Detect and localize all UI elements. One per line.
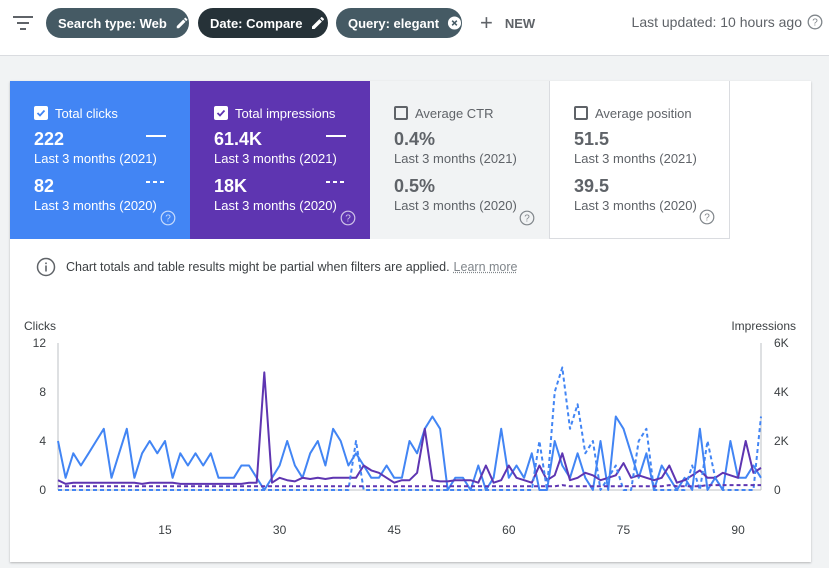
solid-line-legend-icon xyxy=(146,135,166,137)
filter-list-icon[interactable] xyxy=(13,15,33,31)
metric-period-current: Last 3 months (2021) xyxy=(394,151,517,166)
help-icon[interactable]: ? xyxy=(519,210,535,226)
metric-period-previous: Last 3 months (2020) xyxy=(214,198,337,213)
metric-period-current: Last 3 months (2021) xyxy=(574,151,697,166)
metric-label: Total impressions xyxy=(235,105,336,121)
help-icon[interactable]: ? xyxy=(807,14,823,30)
svg-text:?: ? xyxy=(812,18,818,29)
metric-value-current: 0.4% xyxy=(394,129,436,149)
info-icon xyxy=(36,257,56,277)
y-right-tick-label: 4K xyxy=(774,385,789,399)
pencil-icon[interactable] xyxy=(310,15,326,31)
performance-chart: Clicks Impressions 0 4 8 12 0 2K 4K 6K 15 30 45 60 7… xyxy=(24,319,796,537)
metric-period-current: Last 3 months (2021) xyxy=(214,151,337,166)
metric-value-current: 61.4K xyxy=(214,129,263,149)
partial-data-notice: Chart totals and table results might be … xyxy=(36,257,517,277)
metric-total-clicks[interactable]: Total clicks 222 Last 3 months (2021) 82… xyxy=(10,81,190,239)
x-tick-label: 45 xyxy=(388,523,402,537)
x-tick-label: 75 xyxy=(617,523,631,537)
new-filter-button[interactable]: + NEW xyxy=(480,12,535,34)
series-line-3 xyxy=(58,484,761,488)
metric-label: Average position xyxy=(595,105,692,121)
y-left-tick-label: 4 xyxy=(39,434,46,448)
date-chip-label: Date: Compare xyxy=(210,15,303,31)
query-chip-label: Query: elegant xyxy=(348,15,440,31)
series-line-2 xyxy=(58,366,762,491)
metric-value-current: 51.5 xyxy=(574,129,610,149)
metric-value-previous: 0.5% xyxy=(394,176,436,196)
metric-period-current: Last 3 months (2021) xyxy=(34,151,157,166)
x-tick-label: 15 xyxy=(158,523,172,537)
notice-text: Chart totals and table results might be … xyxy=(66,260,450,274)
y-right-tick-label: 6K xyxy=(774,336,789,350)
close-circle-icon[interactable] xyxy=(447,15,462,31)
svg-text:?: ? xyxy=(345,214,351,225)
help-icon[interactable]: ? xyxy=(340,210,356,226)
pencil-icon[interactable] xyxy=(175,15,189,31)
metric-value-current: 222 xyxy=(34,129,65,149)
y-right-tick-label: 2K xyxy=(774,434,789,448)
dashed-line-legend-icon xyxy=(146,181,166,183)
x-tick-label: 60 xyxy=(502,523,516,537)
filter-bar: Search type: Web Date: Compare Query: el… xyxy=(0,0,829,56)
metric-total-impressions[interactable]: Total impressions 61.4K Last 3 months (2… xyxy=(190,81,370,239)
last-updated: Last updated: 10 hours ago ? xyxy=(632,14,823,30)
y-axis-left-label: Clicks xyxy=(24,319,56,333)
metric-label: Average CTR xyxy=(415,105,494,121)
series-line-0 xyxy=(57,415,762,491)
last-updated-text: Last updated: 10 hours ago xyxy=(631,14,802,30)
y-right-tick-label: 0 xyxy=(774,483,781,497)
checkbox-unchecked-icon[interactable] xyxy=(574,106,588,120)
checkbox-checked-icon[interactable] xyxy=(214,106,228,120)
metric-label: Total clicks xyxy=(55,105,118,121)
help-icon[interactable]: ? xyxy=(160,210,176,226)
svg-text:?: ? xyxy=(165,214,171,225)
metric-value-previous: 18K xyxy=(214,176,248,196)
y-left-tick-label: 12 xyxy=(33,336,47,350)
metric-period-previous: Last 3 months (2020) xyxy=(574,198,697,213)
metric-average-position[interactable]: Average position 51.5 Last 3 months (202… xyxy=(550,81,730,239)
metric-value-previous: 82 xyxy=(34,176,55,196)
query-chip[interactable]: Query: elegant xyxy=(336,8,462,38)
solid-line-legend-icon xyxy=(326,135,346,137)
metric-value-previous: 39.5 xyxy=(574,176,610,196)
svg-text:?: ? xyxy=(704,213,710,224)
x-tick-label: 90 xyxy=(731,523,745,537)
checkbox-unchecked-icon[interactable] xyxy=(394,106,408,120)
learn-more-link[interactable]: Learn more xyxy=(453,260,518,274)
search-type-chip[interactable]: Search type: Web xyxy=(46,8,189,38)
metric-period-previous: Last 3 months (2020) xyxy=(34,198,157,213)
y-left-tick-label: 0 xyxy=(39,483,46,497)
search-type-chip-label: Search type: Web xyxy=(58,15,167,31)
x-tick-label: 30 xyxy=(273,523,287,537)
metric-period-previous: Last 3 months (2020) xyxy=(394,198,517,213)
metric-average-ctr[interactable]: Average CTR 0.4% Last 3 months (2021) 0.… xyxy=(370,81,550,239)
dashed-line-legend-icon xyxy=(326,181,346,183)
checkbox-checked-icon[interactable] xyxy=(34,106,48,120)
svg-text:?: ? xyxy=(524,214,530,225)
y-left-tick-label: 8 xyxy=(39,385,46,399)
help-icon[interactable]: ? xyxy=(699,209,715,225)
performance-card: Total clicks 222 Last 3 months (2021) 82… xyxy=(10,81,811,562)
date-chip[interactable]: Date: Compare xyxy=(198,8,328,38)
series-line-1 xyxy=(57,371,762,485)
new-filter-label: NEW xyxy=(504,15,536,31)
y-axis-right-label: Impressions xyxy=(731,319,796,333)
plus-icon: + xyxy=(480,10,493,35)
